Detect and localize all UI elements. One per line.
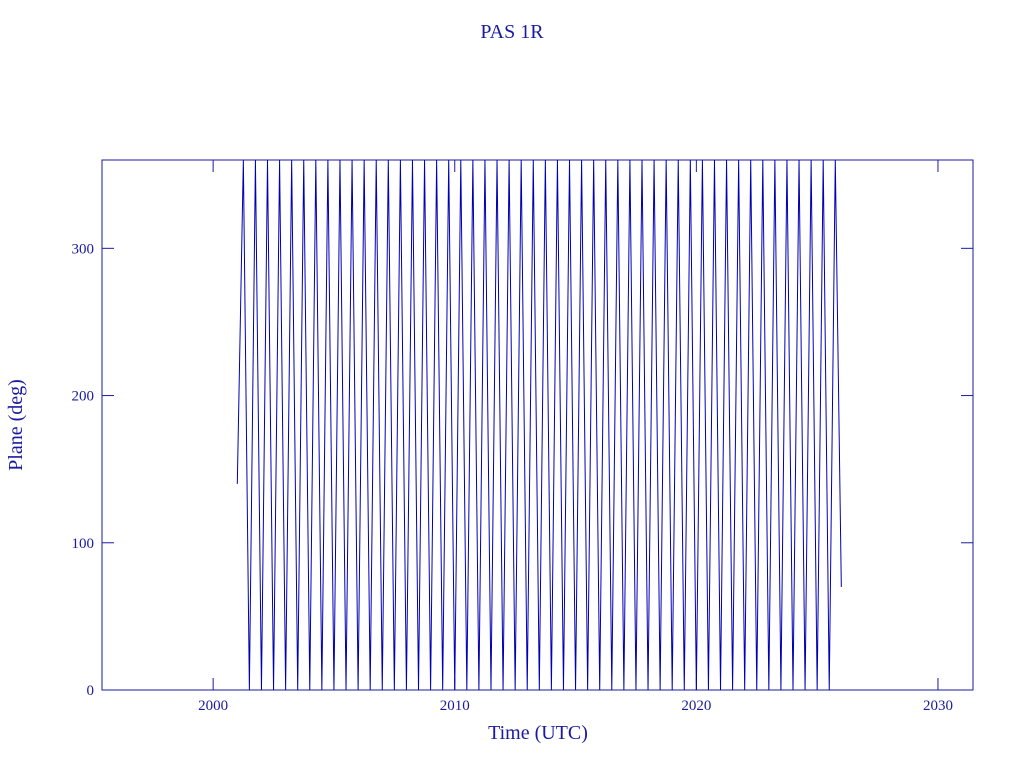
y-tick-label: 300 (72, 241, 95, 257)
x-tick-label: 2000 (198, 698, 228, 714)
x-axis-label: Time (UTC) (488, 722, 588, 744)
y-tick-label: 100 (72, 536, 95, 552)
data-line (236, 159, 842, 691)
y-tick-label: 200 (72, 389, 95, 405)
chart-title: PAS 1R (480, 21, 544, 43)
y-tick-label: 0 (87, 683, 95, 699)
x-tick-label: 2020 (681, 698, 711, 714)
x-tick-label: 2010 (440, 698, 470, 714)
y-axis-label: Plane (deg) (5, 379, 27, 471)
x-tick-label: 2030 (923, 698, 953, 714)
plot-frame (101, 159, 974, 691)
